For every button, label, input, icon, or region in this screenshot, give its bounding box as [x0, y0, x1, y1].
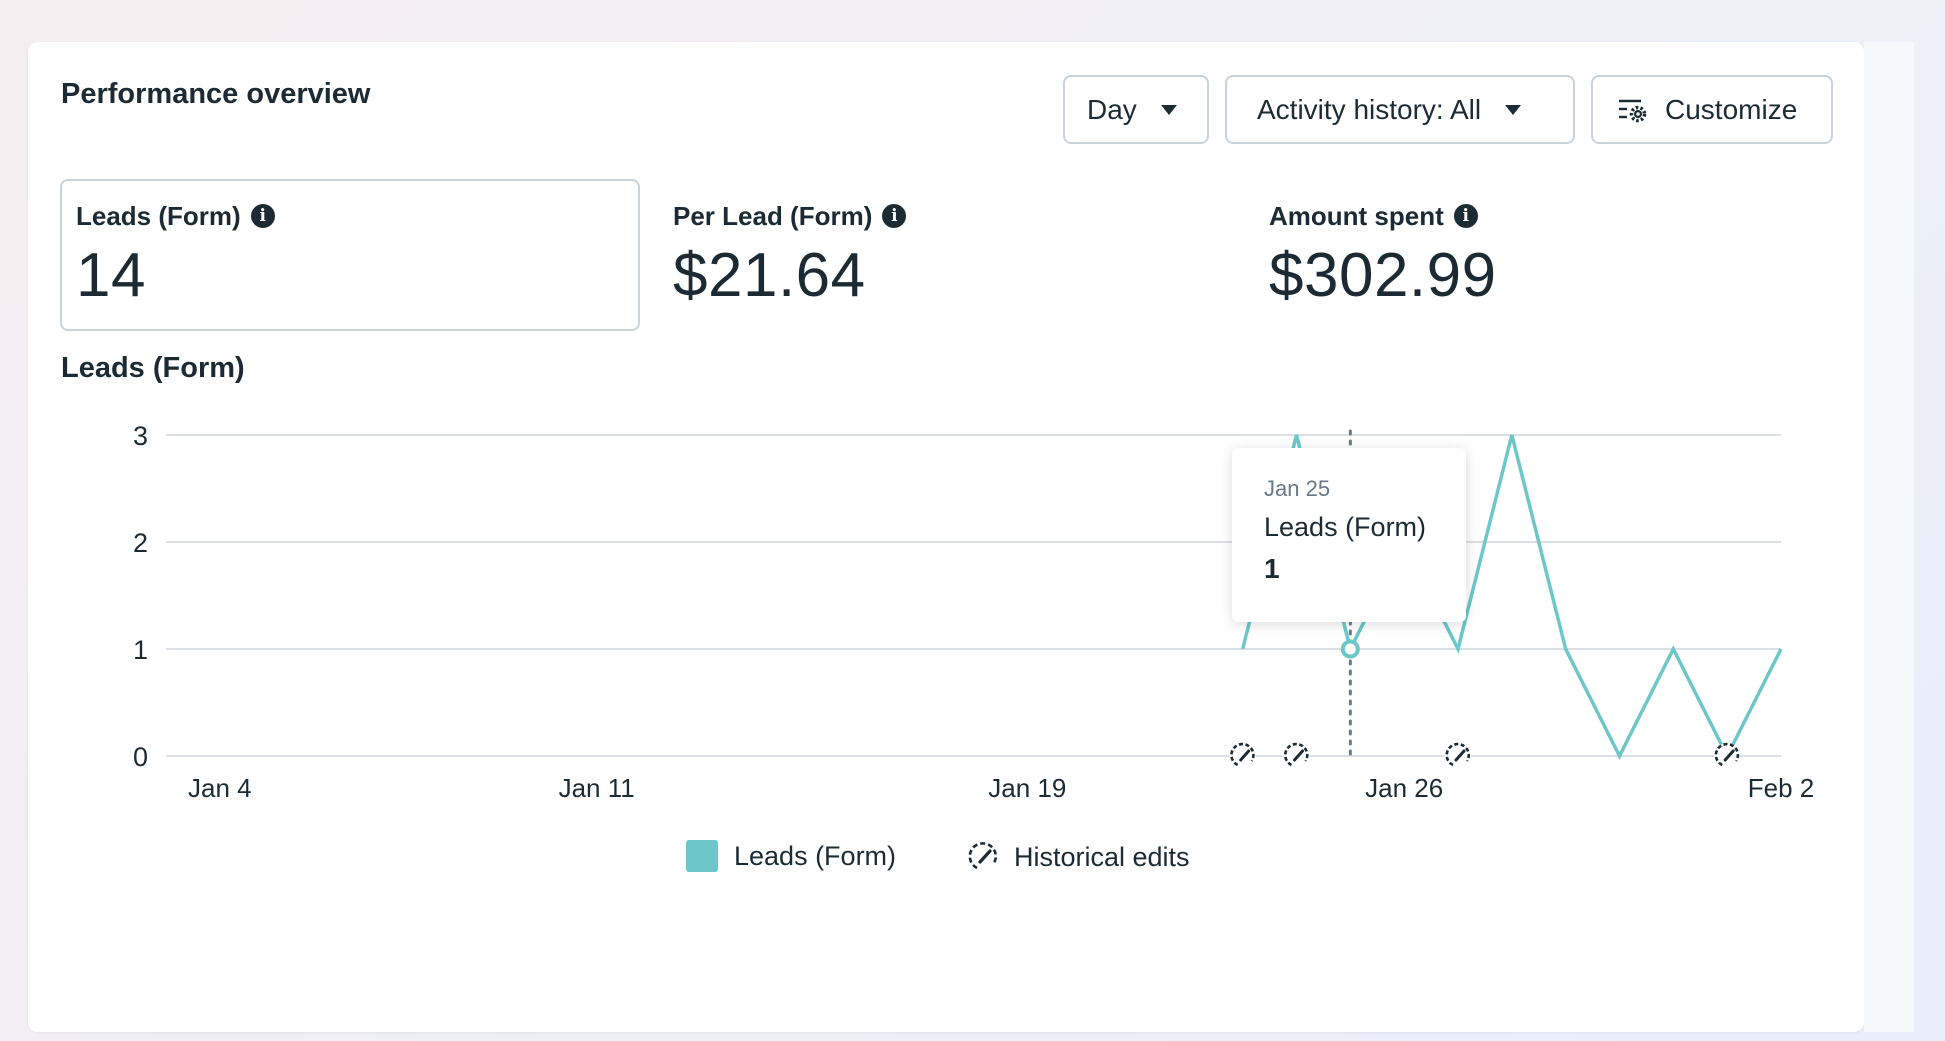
legend-historical-edits[interactable]: Historical edits [966, 840, 1190, 874]
activity-history-label: Activity history: All [1257, 93, 1482, 125]
chevron-down-icon [1160, 104, 1177, 115]
chart-title: Leads (Form) [61, 352, 245, 384]
metric-per-lead-label: Per Lead (Form) [673, 200, 873, 231]
y-tick-label: 0 [133, 742, 148, 772]
customize-label: Customize [1665, 93, 1798, 125]
y-tick-label: 1 [133, 635, 148, 665]
tooltip-label: Leads (Form) [1264, 512, 1427, 542]
historical-edit-icon [968, 842, 998, 870]
x-tick-label: Jan 11 [559, 773, 635, 802]
customize-settings-icon [1619, 99, 1647, 122]
tooltip-value: 1 [1264, 553, 1280, 584]
page-title: Performance overview [61, 78, 371, 110]
metric-amount-spent-label: Amount spent [1269, 200, 1444, 231]
y-tick-label: 2 [133, 528, 148, 558]
day-dropdown[interactable]: Day [1063, 75, 1209, 144]
chart-tooltip: Jan 25 Leads (Form) 1 [1232, 448, 1466, 622]
info-icon[interactable]: i [1453, 204, 1478, 228]
x-tick-label: Jan 4 [188, 773, 252, 802]
x-tick-label: Jan 19 [988, 773, 1066, 802]
chevron-down-icon [1505, 104, 1522, 115]
activity-history-dropdown[interactable]: Activity history: All [1225, 75, 1575, 144]
metric-leads-label: Leads (Form) [76, 200, 241, 231]
day-dropdown-label: Day [1087, 93, 1137, 125]
metric-amount-spent-value: $302.99 [1269, 241, 1497, 310]
legend-leads-label: Leads (Form) [734, 840, 897, 871]
metric-per-lead-value: $21.64 [673, 241, 866, 310]
historical-edit-marker[interactable] [1229, 742, 1256, 769]
legend-edits-label: Historical edits [1014, 841, 1190, 872]
leads-line-chart[interactable]: 0 1 2 3 Jan 4 Jan 11 Jan 19 Jan 26 Feb 2 [28, 42, 1864, 802]
highlight-point [1340, 639, 1360, 659]
x-tick-label: Jan 26 [1365, 773, 1443, 802]
historical-edit-marker[interactable] [1714, 742, 1741, 769]
selected-metric-outline[interactable] [60, 179, 640, 331]
y-tick-label: 3 [133, 421, 148, 451]
tooltip-date: Jan 25 [1264, 476, 1331, 501]
metric-per-lead[interactable]: Per Lead (Form) i $21.64 [673, 200, 907, 311]
legend-leads[interactable]: Leads (Form) [686, 840, 896, 872]
info-icon[interactable]: i [882, 204, 907, 228]
metric-leads-value: 14 [76, 241, 146, 310]
metric-leads[interactable]: Leads (Form) i 14 [76, 200, 275, 311]
historical-edit-marker[interactable] [1445, 742, 1471, 769]
info-icon[interactable]: i [250, 204, 275, 228]
legend-leads-swatch [686, 840, 718, 872]
metric-amount-spent[interactable]: Amount spent i $302.99 [1269, 200, 1497, 311]
x-tick-label: Feb 2 [1748, 773, 1815, 802]
historical-edit-marker[interactable] [1283, 742, 1310, 769]
side-panel-edge [1864, 42, 1914, 1032]
performance-card: Performance overview Day Activity histor… [28, 42, 1864, 1032]
customize-button[interactable]: Customize [1591, 75, 1833, 144]
